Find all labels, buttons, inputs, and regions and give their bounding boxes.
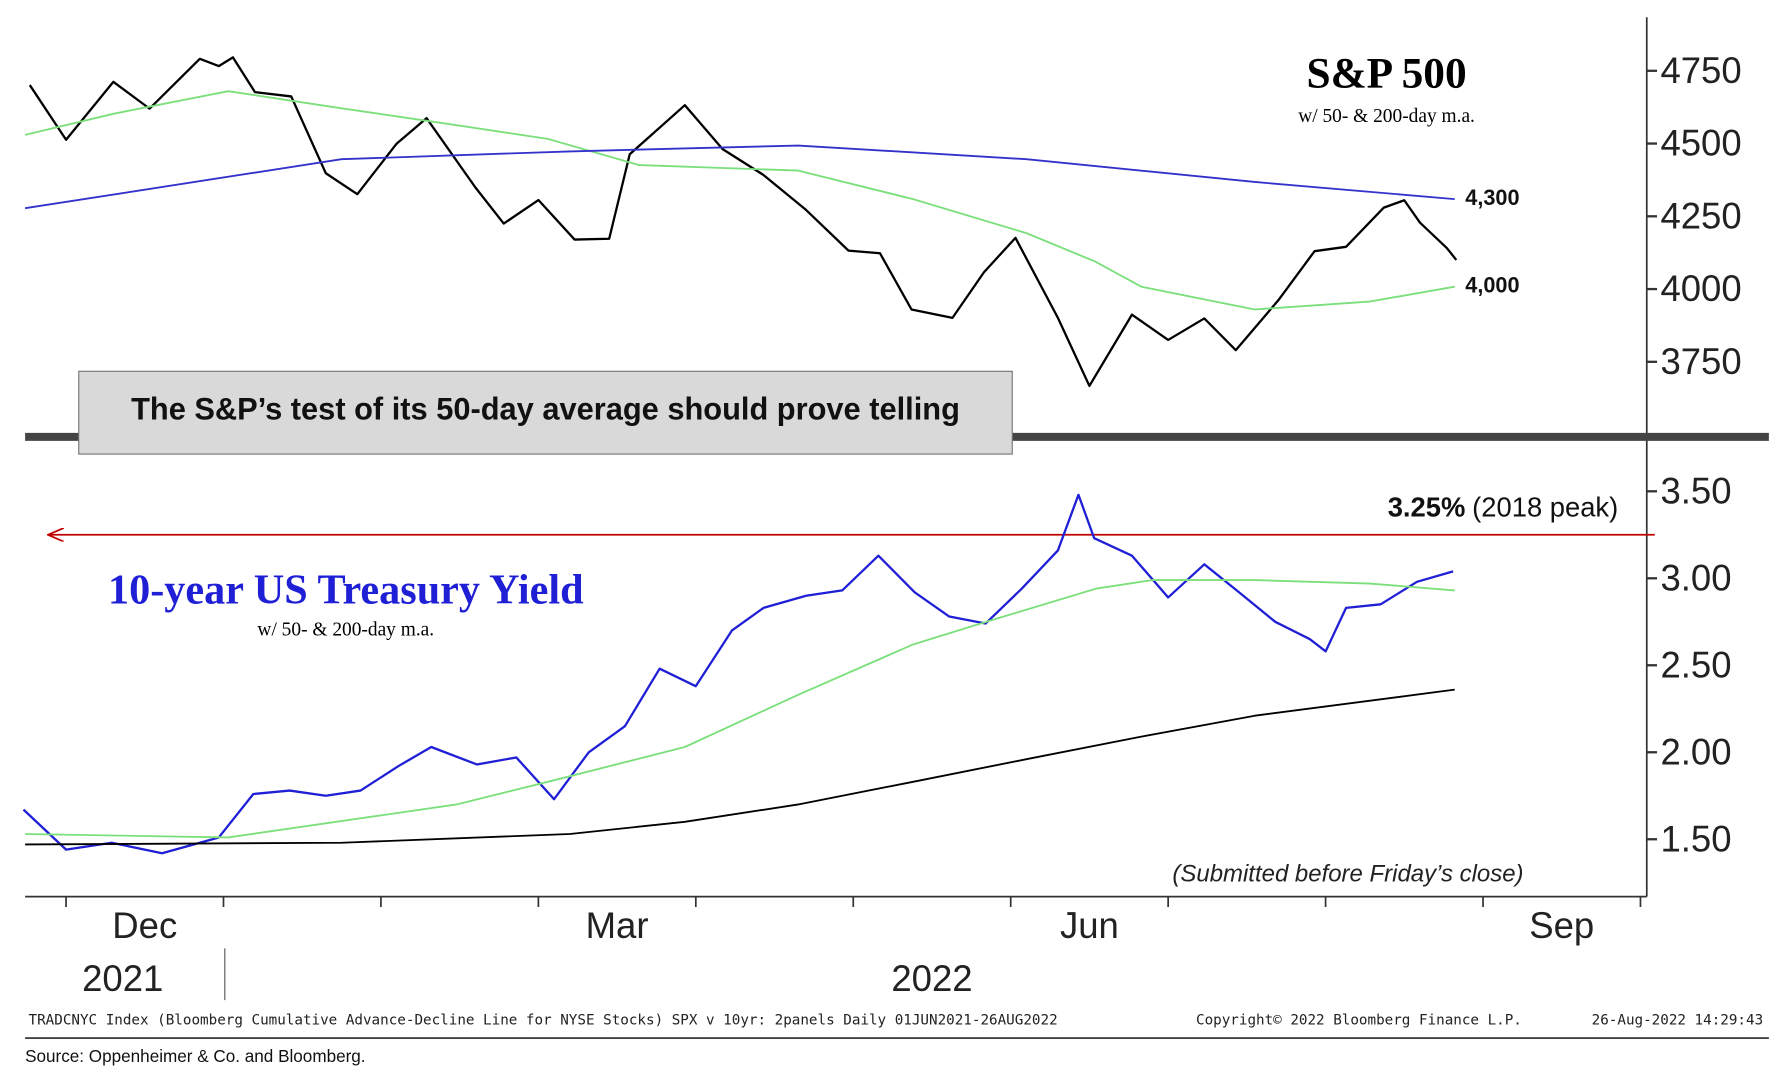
x-tick-label: Mar <box>586 905 649 946</box>
series-line <box>28 56 1458 388</box>
series-line <box>22 493 1454 855</box>
y-tick-label: 4750 <box>1660 50 1741 91</box>
y-tick-label: 4500 <box>1660 122 1741 163</box>
series-line <box>25 579 1455 839</box>
y-tick-label: 2.00 <box>1660 731 1731 772</box>
y-tick-label: 3750 <box>1660 341 1741 382</box>
reference-value: 3.25% <box>1388 491 1466 522</box>
annotation: 4,300 <box>1465 185 1519 210</box>
top-subtitle: w/ 50- & 200-day m.a. <box>1298 106 1475 127</box>
y-tick-label: 4000 <box>1660 268 1741 309</box>
annotation: 4,000 <box>1465 272 1519 297</box>
x-tick-label: Sep <box>1529 905 1594 946</box>
bottom-title: 10-year US Treasury Yield <box>108 566 584 613</box>
y-tick-label: 4250 <box>1660 195 1741 236</box>
reference-label: 3.25% (2018 peak) <box>1388 491 1619 522</box>
callout-box <box>78 370 1013 455</box>
reference-note: (2018 peak) <box>1472 491 1618 522</box>
y-tick-label: 1.50 <box>1660 818 1731 859</box>
callout-text: The S&P’s test of its 50-day average sho… <box>131 391 960 426</box>
series-line <box>24 90 1455 311</box>
note: (Submitted before Friday’s close) <box>1172 861 1523 888</box>
bottom-subtitle: w/ 50- & 200-day m.a. <box>257 620 434 641</box>
footer-copyright: Copyright© 2022 Bloomberg Finance L.P. <box>1196 1012 1522 1028</box>
footer-timestamp: 26-Aug-2022 14:29:43 <box>1592 1012 1764 1028</box>
year-label: 2021 <box>82 958 163 999</box>
source: Source: Oppenheimer & Co. and Bloomberg. <box>25 1046 365 1066</box>
y-tick-label: 3.50 <box>1660 470 1731 511</box>
year-label: 2022 <box>891 958 972 999</box>
x-tick-label: Jun <box>1060 905 1119 946</box>
y-tick-label: 2.50 <box>1660 644 1731 685</box>
series-line <box>25 688 1455 846</box>
x-tick-label: Dec <box>112 905 177 946</box>
footer-left: TRADCNYC Index (Bloomberg Cumulative Adv… <box>29 1012 1058 1028</box>
series-line <box>24 144 1455 210</box>
top-title: S&P 500 <box>1306 49 1466 97</box>
y-tick-label: 3.00 <box>1660 557 1731 598</box>
